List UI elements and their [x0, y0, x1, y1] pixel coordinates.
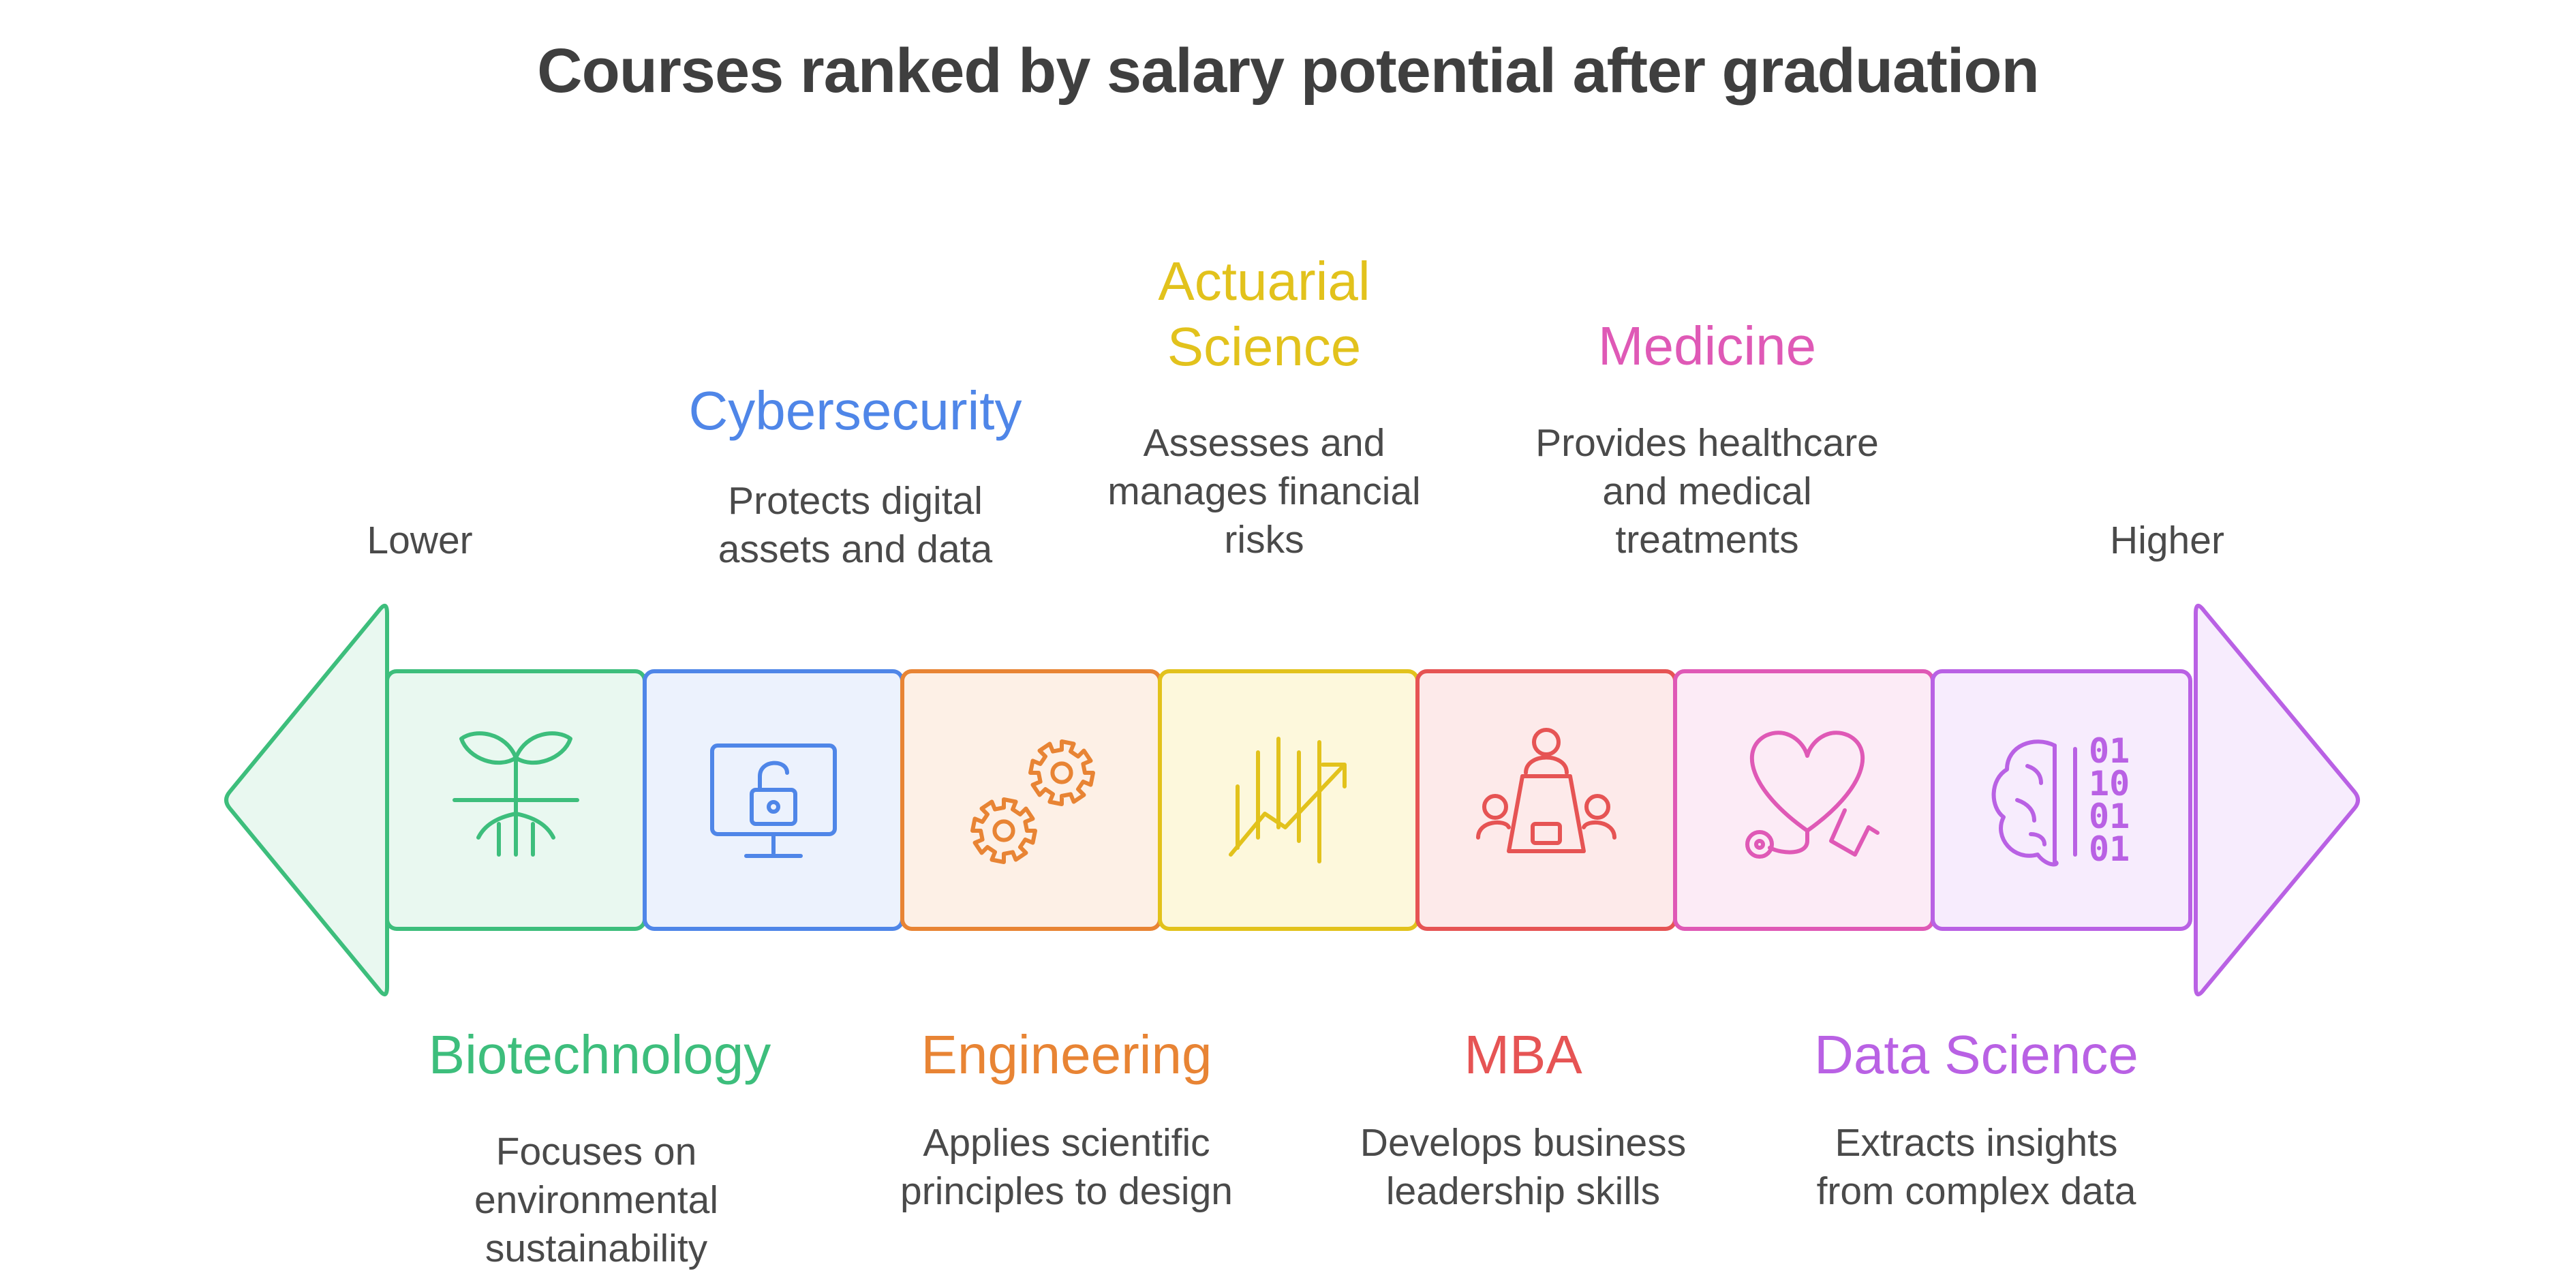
- gears-icon: [970, 739, 1095, 864]
- course-desc-biotechnology: Focuses on environmental sustainability: [474, 1130, 719, 1270]
- stethoscope-heart-icon: [1745, 731, 1880, 859]
- trend-chart-icon: [1229, 737, 1347, 863]
- course-name-cybersecurity: Cybersecurity: [688, 380, 1022, 441]
- scale-low-label: Lower: [367, 519, 473, 562]
- course-segment-7: [1931, 669, 2192, 931]
- course-name-medicine: Medicine: [1597, 316, 1817, 376]
- scale-high-label: Higher: [2110, 519, 2224, 562]
- page-title: Courses ranked by salary potential after…: [537, 36, 2040, 106]
- right-arrow-head: [2194, 604, 2360, 996]
- course-name-engineering: Engineering: [921, 1024, 1212, 1085]
- course-desc-data-science: Extracts insights from complex data: [1816, 1121, 2136, 1213]
- course-name-data-science: Data Science: [1814, 1024, 2138, 1085]
- course-segment-3: [900, 669, 1162, 931]
- course-desc-cybersecurity: Protects digital assets and data: [718, 479, 993, 571]
- course-desc-engineering: Applies scientific principles to design: [900, 1121, 1233, 1213]
- course-desc-actuarial-science: Assesses and manages financial risks: [1107, 421, 1421, 562]
- course-segment-4: [1158, 669, 1420, 931]
- left-arrow-head: [224, 604, 389, 996]
- binary-digits: 10: [2089, 764, 2130, 803]
- monitor-lock-icon: [710, 743, 837, 858]
- meeting-icon: [1476, 728, 1616, 853]
- course-desc-mba: Develops business leadership skills: [1360, 1121, 1687, 1213]
- plant-icon: [453, 731, 579, 857]
- binary-digits: 01: [2089, 797, 2130, 836]
- course-name-mba: MBA: [1464, 1024, 1582, 1085]
- course-segment-6: [1673, 669, 1935, 931]
- course-segment-5: [1415, 669, 1677, 931]
- course-name-biotechnology: Biotechnology: [428, 1024, 771, 1085]
- course-name-actuarial-science: Actuarial Science: [1158, 251, 1370, 377]
- course-desc-medicine: Provides healthcare and medical treatmen…: [1535, 421, 1879, 562]
- binary-digits: 01: [2089, 829, 2130, 869]
- binary-digits: 01: [2089, 731, 2130, 771]
